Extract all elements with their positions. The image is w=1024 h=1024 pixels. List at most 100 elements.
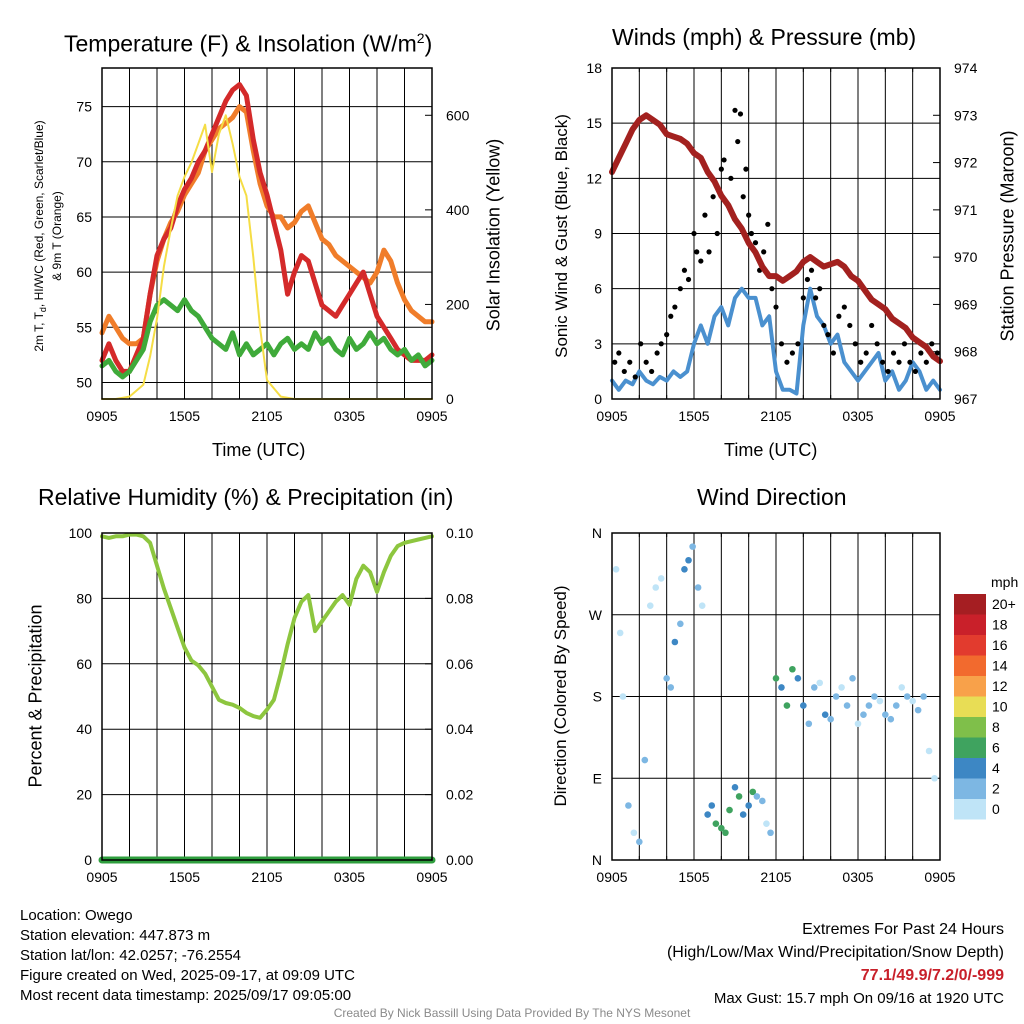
wind-ytick-label-right: 971 xyxy=(954,202,978,218)
dir-point xyxy=(783,702,791,709)
colorbar-swatch xyxy=(954,717,986,738)
colorbar-label: 8 xyxy=(992,719,1000,735)
wind-gust-point xyxy=(784,359,790,365)
wind-gust-point xyxy=(874,341,880,347)
dir-point xyxy=(671,638,679,646)
dir-point xyxy=(887,715,895,723)
elevation-text: Station elevation: 447.873 m xyxy=(20,927,211,944)
location-text: Location: Owego xyxy=(20,907,133,924)
dir-point xyxy=(681,566,688,573)
wind-gust-point xyxy=(795,341,801,347)
dir-ytick-label: W xyxy=(589,607,603,623)
dir-point xyxy=(646,602,654,609)
temp-right-axis-label: Solar Insolation (Yellow) xyxy=(483,138,504,332)
wind-ytick-label-right: 969 xyxy=(954,296,978,312)
colorbar-swatch xyxy=(954,737,986,758)
dir-xtick-label: 1505 xyxy=(678,869,709,885)
dir-left-axis-label: Direction (Colored By Speed) xyxy=(551,585,570,807)
dir-ytick-label: E xyxy=(593,770,602,786)
wind-gust-point xyxy=(621,368,627,375)
wind-ytick-label-right: 967 xyxy=(954,391,978,407)
max-gust-text: Max Gust: 15.7 mph On 09/16 at 1920 UTC xyxy=(713,990,1004,1007)
dir-point xyxy=(718,824,725,832)
colorbar-swatch xyxy=(954,594,986,615)
wind-gust-point xyxy=(841,304,847,310)
dir-point xyxy=(920,693,927,700)
colorbar-label: 4 xyxy=(992,760,1000,776)
wind-x-axis-label: Time (UTC) xyxy=(724,440,818,460)
rh-xtick-label: 0905 xyxy=(416,869,447,885)
rh-ytick-label: 40 xyxy=(76,721,92,737)
wind-plot-frame xyxy=(611,67,941,400)
wind-gust-point xyxy=(714,230,720,237)
dir-point xyxy=(753,793,761,800)
temp-ytick-label-right: 200 xyxy=(446,296,470,312)
wind-gust-point xyxy=(800,295,806,301)
extremes-block: Extremes For Past 24 Hours (High/Low/Max… xyxy=(667,918,1004,1010)
dir-point xyxy=(892,702,900,709)
dir-point xyxy=(767,829,774,837)
rh-xtick-label: 1505 xyxy=(169,869,200,885)
wind-gust-point xyxy=(654,350,660,356)
rh-ytick-label-right: 0.08 xyxy=(446,590,473,606)
wind-gust-point xyxy=(885,368,891,375)
wind-gust-point xyxy=(643,359,649,365)
colorbar-unit: mph xyxy=(991,574,1019,590)
wind-gust-point xyxy=(746,212,752,218)
temp-ytick-label-right: 600 xyxy=(446,107,470,123)
wind-gust-point xyxy=(694,249,700,255)
dir-point xyxy=(789,665,796,673)
rh-left-axis-label: Percent & Precipitation xyxy=(25,604,46,788)
dir-point xyxy=(722,829,729,837)
wind-gust-point xyxy=(863,350,869,356)
rh-ytick-label-right: 0.04 xyxy=(446,721,473,737)
wind-ytick-label: 3 xyxy=(594,336,602,352)
colorbar-swatch xyxy=(954,799,986,820)
temp-left-axis-label: 2m T, Td, HI/WC (Red, Green, Scarlet/Blu… xyxy=(31,120,65,352)
rh-xtick-label: 0305 xyxy=(334,869,365,885)
wind-gust-point xyxy=(778,341,785,347)
rh-xtick-label: 2105 xyxy=(251,869,282,885)
dir-point xyxy=(838,684,845,691)
station-info: Location: Owego Station elevation: 447.8… xyxy=(20,906,355,1006)
wind-gust-point xyxy=(934,350,940,356)
temp-ytick-label-right: 0 xyxy=(446,391,454,407)
dir-point xyxy=(630,829,638,837)
wind-gust-point xyxy=(737,111,744,117)
dir-point xyxy=(745,802,752,809)
wind-gust-point xyxy=(728,175,734,181)
rh-panel-title: Relative Humidity (%) & Precipitation (i… xyxy=(38,484,454,510)
wind-ytick-label: 18 xyxy=(586,60,602,76)
dir-point xyxy=(794,675,802,682)
rh-plot-frame xyxy=(101,532,433,861)
wind-gust-point xyxy=(830,350,837,356)
wind-ytick-label: 0 xyxy=(594,391,602,407)
rh-ytick-label: 20 xyxy=(76,787,92,803)
dir-plot-frame xyxy=(611,532,941,861)
temp-ytick-label-right: 400 xyxy=(446,202,470,218)
wind-gust-point xyxy=(890,350,897,356)
wind-left-axis-label: Sonic Wind & Gust (Blue, Black) xyxy=(552,114,571,358)
dir-xtick-label: 0905 xyxy=(924,869,955,885)
wind-gust-point xyxy=(732,107,738,113)
wind-gust-point xyxy=(627,359,633,365)
dir-point xyxy=(805,720,813,728)
dir-point xyxy=(827,715,834,723)
wind-gust-point xyxy=(616,350,622,356)
temp-panel-title: Temperature (F) & Insolation (W/m2) xyxy=(64,30,433,57)
wind-xtick-label: 0905 xyxy=(924,408,955,424)
rh-ytick-label: 80 xyxy=(76,590,92,606)
wind-gust-point xyxy=(698,258,704,264)
dir-point xyxy=(704,811,711,818)
recent-data-text: Most recent data timestamp: 2025/09/17 0… xyxy=(20,987,352,1004)
wind-gust-point xyxy=(880,359,886,365)
wind-gust-point xyxy=(740,194,746,200)
dir-point xyxy=(749,788,757,796)
dir-xtick-label: 2105 xyxy=(760,869,791,885)
wind-series-line xyxy=(609,112,943,365)
dir-point xyxy=(636,838,643,846)
temp-ytick-label: 55 xyxy=(76,319,92,335)
latlon-text: Station lat/lon: 42.0257; -76.2554 xyxy=(20,947,242,964)
dir-point xyxy=(739,811,747,818)
